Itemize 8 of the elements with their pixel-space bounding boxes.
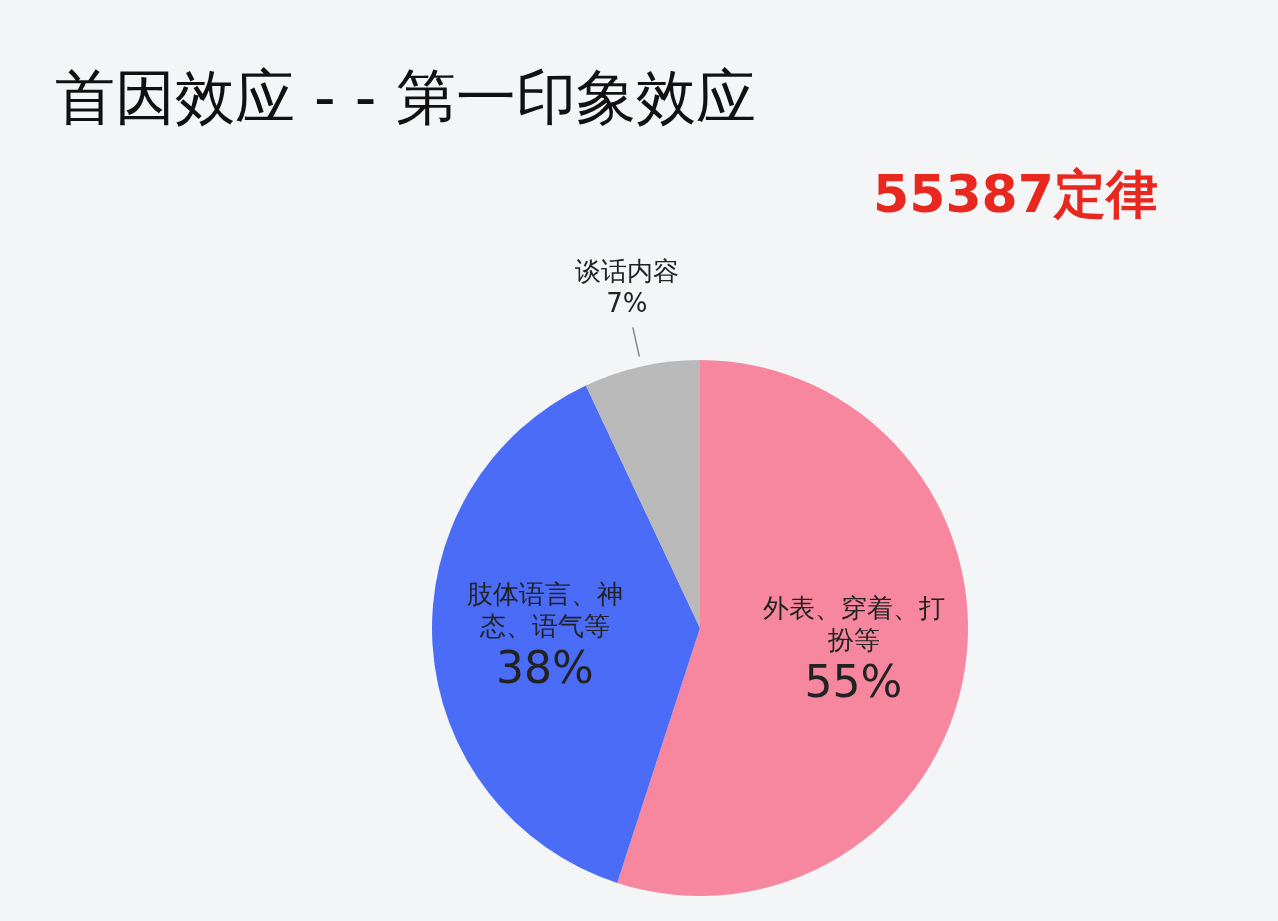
subtitle: 55387定律 (873, 164, 1158, 224)
title: 首因效应 - - 第一印象效应 (55, 62, 756, 132)
data-label: 7% (605, 287, 649, 320)
slice-label: 肢体语言、神态、语气等 (465, 577, 624, 642)
slice-label: 谈话内容 (573, 255, 680, 288)
data-label: 38% (494, 641, 595, 694)
data-label: 55% (803, 656, 904, 709)
slice-label: 外表、穿着、打扮等 (761, 592, 946, 657)
